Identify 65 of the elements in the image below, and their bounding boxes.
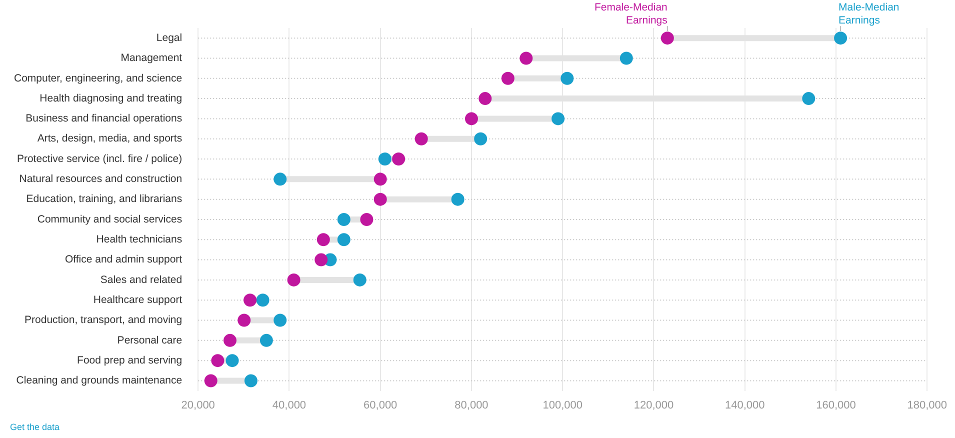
point xyxy=(244,374,258,388)
point xyxy=(337,212,350,226)
point xyxy=(392,152,406,166)
point xyxy=(337,233,350,246)
y-tick-label: Community and social services xyxy=(37,213,182,226)
y-tick-label: Computer, engineering, and science xyxy=(14,72,182,84)
point xyxy=(834,32,848,45)
point xyxy=(474,132,488,146)
point xyxy=(552,112,565,126)
x-tick-label: 80,000 xyxy=(454,399,488,412)
point xyxy=(802,92,816,106)
y-tick-label: Natural resources and construction xyxy=(19,173,182,186)
series-label: Male-Median Earnings xyxy=(838,2,900,27)
point xyxy=(256,294,270,307)
point xyxy=(244,294,257,307)
point xyxy=(260,334,273,347)
point xyxy=(316,233,330,246)
point xyxy=(501,72,514,85)
y-tick-label: Arts, design, media, and sports xyxy=(37,132,182,145)
y-tick-label: Health diagnosing and treating xyxy=(40,92,182,104)
y-tick-label: Sales and related xyxy=(100,274,182,286)
point xyxy=(274,172,287,186)
x-tick-label: 140,000 xyxy=(724,399,765,412)
y-tick-label: Business and financial operations xyxy=(26,112,182,125)
y-tick-label: Cleaning and grounds maintenance xyxy=(16,374,182,387)
point xyxy=(353,273,366,286)
y-tick-label: Personal care xyxy=(117,334,182,346)
y-tick-label: Food prep and serving xyxy=(77,354,182,366)
y-tick-label: Healthcare support xyxy=(93,294,182,306)
point xyxy=(414,132,428,146)
point xyxy=(224,334,236,347)
y-tick-label: Legal xyxy=(156,32,182,44)
x-tick-label: 40,000 xyxy=(272,399,306,412)
point xyxy=(560,72,574,85)
point xyxy=(287,273,300,286)
y-tick-label: Management xyxy=(120,52,182,64)
point xyxy=(274,314,287,327)
point xyxy=(520,52,533,65)
point xyxy=(314,253,328,266)
point xyxy=(478,92,492,106)
x-tick-label: 120,000 xyxy=(634,399,674,412)
point xyxy=(620,52,633,65)
series-label: Female-Median Earnings xyxy=(594,2,668,27)
point xyxy=(660,32,674,45)
y-tick-label: Production, transport, and moving xyxy=(24,314,182,326)
point xyxy=(374,192,387,206)
point xyxy=(360,212,374,226)
point xyxy=(451,192,464,206)
point xyxy=(374,172,387,186)
x-tick-label: 100,000 xyxy=(542,399,582,412)
x-tick-label: 20,000 xyxy=(181,399,215,412)
point xyxy=(204,374,218,388)
y-tick-label: Office and admin support xyxy=(64,254,182,266)
y-tick-label: Protective service (incl. fire / police) xyxy=(16,152,182,165)
x-tick-label: 180,000 xyxy=(907,399,947,412)
point xyxy=(226,354,239,368)
y-tick-label: Health technicians xyxy=(96,234,182,246)
x-tick-label: 160,000 xyxy=(816,399,856,412)
x-tick-label: 60,000 xyxy=(364,399,398,412)
text: Get the data xyxy=(10,422,60,432)
point xyxy=(238,314,251,327)
point xyxy=(378,152,392,166)
point xyxy=(211,354,224,368)
point xyxy=(464,112,478,126)
y-tick-label: Education, training, and librarians xyxy=(26,193,182,206)
